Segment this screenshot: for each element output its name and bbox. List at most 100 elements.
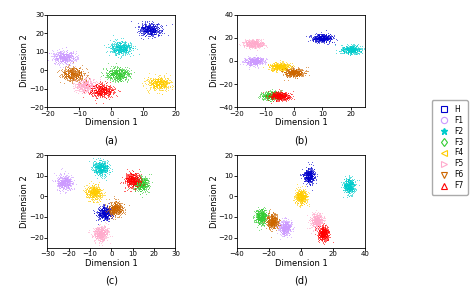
Point (338, 183, 346, 188)
Point (325, 230, 332, 235)
Point (252, 45, 259, 49)
Point (89, 187, 97, 192)
Point (340, 48, 348, 53)
Point (91, 194, 99, 199)
Point (134, 181, 141, 185)
Point (322, 232, 329, 237)
Point (98, 231, 105, 236)
Point (298, 202, 305, 207)
Point (269, 221, 276, 226)
Point (278, 95, 286, 100)
Point (311, 38, 319, 43)
Point (156, 79, 164, 83)
Point (253, 212, 261, 217)
Point (86, 82, 93, 87)
Point (308, 173, 315, 178)
Point (132, 180, 140, 185)
Point (309, 174, 316, 179)
Point (317, 227, 324, 232)
Point (75, 82, 83, 87)
Point (339, 47, 347, 51)
Point (303, 193, 310, 198)
Point (118, 73, 126, 78)
Point (282, 224, 290, 228)
Point (316, 223, 324, 227)
Point (128, 177, 136, 181)
Point (162, 84, 169, 89)
Point (281, 226, 289, 231)
Point (262, 93, 270, 97)
Point (348, 49, 356, 53)
Point (296, 72, 303, 76)
Point (136, 174, 144, 179)
Point (276, 68, 284, 72)
Point (55, 181, 63, 186)
Point (304, 173, 312, 178)
Point (264, 219, 272, 224)
Point (89, 156, 97, 160)
Point (144, 30, 152, 35)
Point (91, 190, 99, 195)
Point (263, 212, 270, 216)
Point (85, 84, 92, 89)
Point (137, 187, 145, 192)
Point (284, 220, 292, 225)
Point (288, 64, 296, 69)
Point (69, 75, 77, 80)
Point (124, 184, 132, 189)
Point (59, 181, 66, 186)
Point (89, 187, 97, 191)
Point (101, 210, 109, 215)
Point (253, 42, 261, 46)
Point (151, 32, 159, 36)
Point (303, 178, 311, 183)
Point (275, 67, 283, 71)
Point (94, 91, 102, 96)
Point (141, 23, 149, 28)
Point (275, 92, 283, 97)
Point (119, 74, 127, 79)
Point (245, 42, 252, 47)
Point (304, 171, 311, 175)
Point (268, 66, 276, 71)
Point (95, 230, 103, 234)
Point (314, 214, 321, 219)
Point (255, 40, 262, 45)
Point (319, 216, 327, 220)
Point (98, 235, 106, 240)
Point (319, 224, 326, 228)
Point (74, 74, 82, 78)
Point (253, 58, 260, 63)
Point (312, 35, 320, 40)
Point (98, 231, 106, 235)
Point (269, 99, 277, 103)
Point (297, 193, 304, 198)
Point (307, 171, 314, 175)
Point (106, 49, 114, 54)
Point (100, 83, 107, 88)
Point (305, 176, 312, 181)
Point (116, 50, 124, 54)
Point (357, 49, 365, 54)
Point (309, 175, 316, 180)
Point (96, 168, 103, 172)
Point (130, 177, 137, 182)
Point (273, 94, 280, 98)
Point (311, 215, 319, 219)
Point (76, 83, 84, 88)
Point (340, 187, 347, 192)
Point (58, 185, 65, 190)
Point (345, 50, 352, 55)
Point (279, 231, 287, 236)
Point (90, 83, 97, 88)
Point (60, 60, 68, 64)
Point (246, 60, 254, 64)
Point (111, 205, 118, 209)
Point (270, 94, 278, 98)
Point (101, 170, 109, 175)
Point (73, 71, 81, 76)
Point (98, 215, 105, 219)
Point (143, 28, 150, 33)
Point (122, 44, 130, 49)
Point (261, 59, 268, 63)
